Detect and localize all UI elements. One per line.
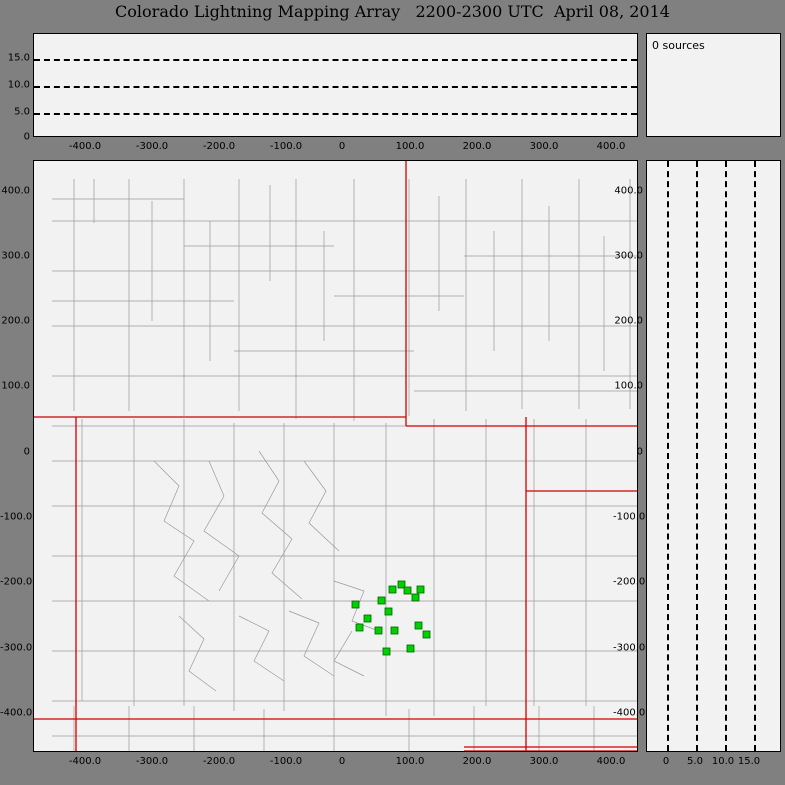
map-tick-x-300: 300.0: [529, 756, 559, 767]
lma-source: [422, 630, 431, 639]
lma-source: [416, 585, 425, 594]
vgridline-0: [667, 161, 669, 751]
map-tick-x--200: -200.0: [202, 756, 236, 767]
map-tick-x-0: 0: [338, 756, 346, 767]
rp-tick-y--200: -200.0: [613, 576, 646, 588]
lma-source: [414, 621, 423, 630]
lma-source: [382, 647, 391, 656]
map-tick-y-100: 100.0: [1, 380, 30, 392]
rp-tick-x-0: 0: [662, 756, 670, 767]
altitude-vs-time-panel: [33, 33, 638, 137]
county-boundaries: [52, 179, 637, 751]
rp-tick-y-200: 200.0: [614, 315, 643, 327]
lma-source: [403, 586, 412, 595]
map-tick-y-300: 300.0: [1, 250, 30, 262]
tick-x-200: 200.0: [462, 141, 492, 152]
map-tick-y-0: 0: [23, 446, 30, 458]
gridline-10: [34, 86, 637, 88]
tick-y-10: 10.0: [7, 79, 30, 91]
lma-source: [351, 600, 360, 609]
rp-tick-x-10: 10.0: [711, 756, 735, 767]
vgridline-10: [725, 161, 727, 751]
lma-source: [406, 644, 415, 653]
tick-y-0: 0: [23, 131, 30, 143]
map-tick-x--300: -300.0: [135, 756, 169, 767]
gridline-15: [34, 59, 637, 61]
source-count-panel: 0 sources: [646, 33, 781, 137]
tick-x-400: 400.0: [596, 141, 626, 152]
map-tick-x-100: 100.0: [395, 756, 425, 767]
map-tick-x-200: 200.0: [462, 756, 492, 767]
map-svg: [34, 161, 637, 751]
map-tick-x--100: -100.0: [269, 756, 303, 767]
vgridline-15: [754, 161, 756, 751]
lma-source: [411, 593, 420, 602]
page-title: Colorado Lightning Mapping Array 2200-23…: [115, 2, 670, 21]
lma-source: [363, 614, 372, 623]
tick-x--400: -400.0: [68, 141, 102, 152]
map-tick-y-400: 400.0: [1, 185, 30, 197]
lma-source: [388, 585, 397, 594]
rp-tick-y-0: 0: [636, 446, 643, 458]
map-background: [34, 161, 637, 751]
tick-x--200: -200.0: [202, 141, 236, 152]
rp-tick-y-400: 400.0: [614, 185, 643, 197]
rp-tick-y-300: 300.0: [614, 250, 643, 262]
lma-source: [397, 580, 406, 589]
tick-x-300: 300.0: [529, 141, 559, 152]
map-tick-x-400: 400.0: [596, 756, 626, 767]
map-tick-y--100: -100.0: [0, 511, 33, 523]
map-tick-y--300: -300.0: [0, 642, 33, 654]
source-count-label: 0 sources: [652, 39, 705, 52]
map-panel[interactable]: [33, 160, 638, 752]
tick-x-0: 0: [338, 141, 346, 152]
rp-tick-y--100: -100.0: [613, 511, 646, 523]
vgridline-5: [696, 161, 698, 751]
rp-tick-y--400: -400.0: [613, 707, 646, 719]
gridline-5: [34, 113, 637, 115]
lma-source: [355, 623, 364, 632]
lma-source: [384, 607, 393, 616]
map-tick-y--400: -400.0: [0, 707, 33, 719]
lma-source: [390, 626, 399, 635]
rp-tick-x-5: 5.0: [687, 756, 703, 767]
map-tick-y-200: 200.0: [1, 315, 30, 327]
map-tick-y--200: -200.0: [0, 576, 33, 588]
rp-tick-y-100: 100.0: [614, 380, 643, 392]
rp-tick-y--300: -300.0: [613, 642, 646, 654]
lma-source-markers: [351, 580, 431, 656]
tick-y-15: 15.0: [7, 52, 30, 64]
lma-source: [377, 596, 386, 605]
tick-y-5: 5.0: [14, 106, 30, 118]
altitude-histogram-panel: [646, 160, 781, 752]
map-tick-x--400: -400.0: [68, 756, 102, 767]
state-boundaries: [34, 161, 637, 751]
tick-x-100: 100.0: [395, 141, 425, 152]
lma-source: [374, 626, 383, 635]
tick-x--300: -300.0: [135, 141, 169, 152]
tick-x--100: -100.0: [269, 141, 303, 152]
rp-tick-x-15: 15.0: [737, 756, 761, 767]
